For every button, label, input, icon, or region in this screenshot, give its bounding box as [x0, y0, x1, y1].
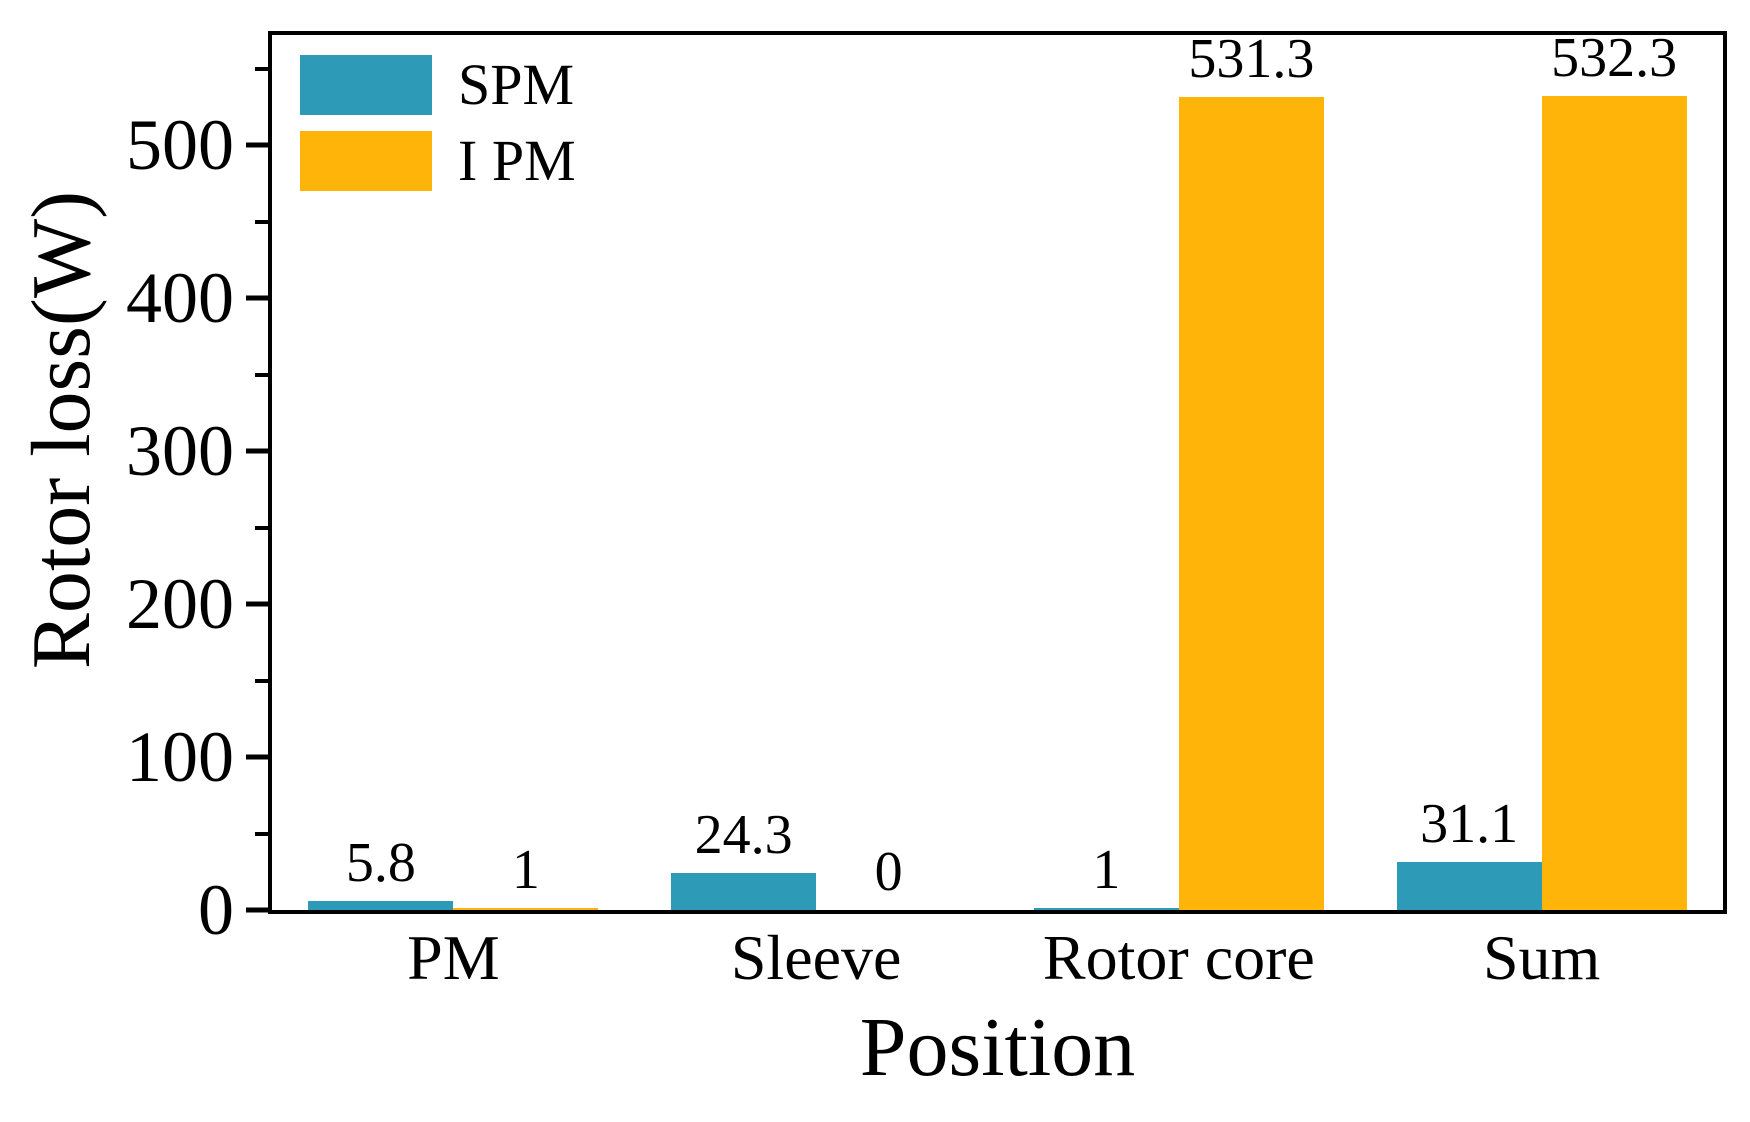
- y-axis-tick-label: 400: [126, 258, 234, 339]
- legend-swatch-spm-icon: [300, 55, 432, 115]
- y-axis-tick-label: 500: [126, 105, 234, 186]
- x-axis-category-label: Sum: [1482, 922, 1601, 993]
- x-axis-label: Position: [859, 1001, 1136, 1094]
- x-axis-category-label: PM: [407, 922, 500, 993]
- legend-label-ipm: I PM: [458, 128, 576, 193]
- bar-value-label: 31.1: [1420, 793, 1519, 856]
- y-axis-tick-label: 100: [126, 717, 234, 798]
- y-axis-minor-tick: [255, 66, 268, 71]
- legend-item-ipm: I PM: [300, 131, 576, 191]
- y-axis-major-tick: [246, 601, 268, 607]
- x-axis-category-label: Rotor core: [1042, 922, 1315, 993]
- bar-value-label: 5.8: [345, 832, 416, 895]
- y-axis-major-tick: [246, 448, 268, 454]
- y-axis-major-tick: [246, 142, 268, 148]
- bar-spm-sleeve: [671, 872, 817, 910]
- bar-value-label: 531.3: [1188, 28, 1315, 91]
- bar-spm-pm: [308, 901, 454, 910]
- y-axis-tick-label: 200: [126, 564, 234, 645]
- bar-ipm-sum: [1541, 95, 1687, 910]
- y-axis-minor-tick: [255, 678, 268, 683]
- y-axis-label: Rotor loss(W): [15, 190, 108, 670]
- bar-value-label: 1: [511, 839, 540, 902]
- y-axis-minor-tick: [255, 525, 268, 530]
- y-axis-tick-label: 300: [126, 411, 234, 492]
- x-axis-category-labels: PM Sleeve Rotor core Sum: [272, 926, 1723, 998]
- bar-value-label: 1: [1092, 839, 1121, 902]
- legend: SPM I PM: [300, 55, 576, 191]
- y-axis-minor-tick: [255, 219, 268, 224]
- bar-spm-sum: [1396, 862, 1542, 910]
- bar-ipm-rotor-core: [1178, 97, 1324, 910]
- bar-value-label: 532.3: [1551, 26, 1678, 89]
- y-axis-major-tick: [246, 295, 268, 301]
- legend-item-spm: SPM: [300, 55, 576, 115]
- bar-ipm-pm: [453, 908, 599, 910]
- y-axis-minor-tick: [255, 831, 268, 836]
- plot-area: 0 100 200 300 400 500 5.8 1 24.3 0 1 531.3 31.1 532.…: [126, 30, 1727, 946]
- y-axis-major-tick: [246, 754, 268, 760]
- legend-swatch-ipm-icon: [300, 131, 432, 191]
- legend-label-spm: SPM: [458, 52, 575, 117]
- y-axis-tick-label: 0: [198, 870, 234, 950]
- bar-value-label: 24.3: [694, 803, 793, 866]
- y-axis-minor-tick: [255, 372, 268, 377]
- bar-value-label: 0: [874, 841, 903, 903]
- bar-spm-rotor-core: [1033, 908, 1179, 910]
- x-axis-category-label: Sleeve: [730, 922, 902, 993]
- bars-layer: 5.8 1 24.3 0 1 531.3 31.1 532.3: [272, 30, 1723, 910]
- y-axis-major-tick: [246, 907, 268, 913]
